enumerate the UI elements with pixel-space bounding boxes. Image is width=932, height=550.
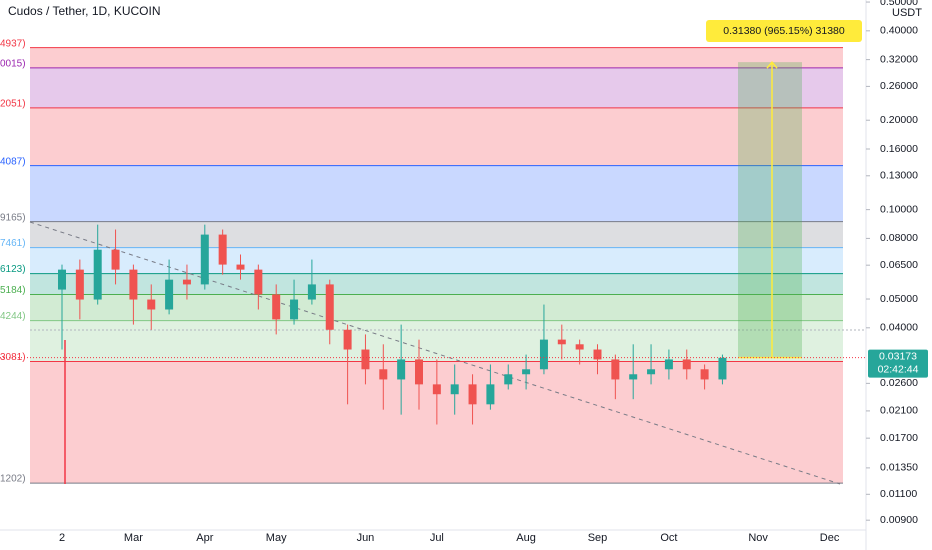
- candles: [58, 224, 727, 425]
- candle-body: [75, 269, 84, 300]
- candle-body: [664, 359, 673, 370]
- candle-body: [718, 357, 727, 380]
- x-tick-label: Mar: [124, 532, 143, 544]
- y-tick-label: 0.26000: [880, 80, 918, 92]
- candle-body: [272, 294, 281, 320]
- candle-body: [522, 369, 531, 375]
- candle-body: [397, 359, 406, 380]
- projection-box: [738, 62, 802, 358]
- candle-body: [325, 284, 334, 330]
- candle-body: [504, 374, 513, 385]
- y-tick-label: 0.02600: [880, 377, 918, 389]
- candle-body: [147, 299, 156, 310]
- fib-label: 4087): [0, 156, 26, 167]
- y-tick-label: 0.10000: [880, 203, 918, 215]
- fib-band: [30, 67, 843, 108]
- candle-body: [361, 349, 370, 370]
- y-tick-label: 0.08000: [880, 232, 918, 244]
- projection-tag: [706, 20, 862, 42]
- y-tick-label: 0.01700: [880, 432, 918, 444]
- fib-band: [30, 320, 843, 362]
- fib-band: [30, 273, 843, 295]
- x-tick-label: Aug: [516, 532, 536, 544]
- y-tick-label: 0.20000: [880, 114, 918, 126]
- candle-body: [682, 359, 691, 370]
- candle-body: [254, 269, 263, 295]
- candle-body: [379, 369, 388, 380]
- x-tick-label: Jul: [430, 532, 444, 544]
- fib-band: [30, 221, 843, 248]
- candle-body: [218, 234, 227, 265]
- fib-band: [30, 47, 843, 68]
- y-tick-label: 0.50000: [880, 0, 918, 8]
- y-tick-label: 0.40000: [880, 25, 918, 37]
- price-tag: [868, 349, 928, 378]
- candle-body: [468, 384, 477, 405]
- fib-label: 4244): [0, 311, 26, 322]
- y-tick-label: 0.32000: [880, 53, 918, 65]
- fib-label: 1202): [0, 474, 26, 485]
- candle-body: [700, 369, 709, 380]
- candle-body: [611, 359, 620, 380]
- arrow-head: [766, 60, 778, 69]
- y-tick-label: 0.01100: [880, 488, 917, 500]
- candle-body: [129, 269, 138, 300]
- projection-label: 0.31380 (965.15%) 31380: [723, 25, 845, 37]
- x-tick-label: Sep: [588, 532, 608, 544]
- price-label: 0.03173: [879, 350, 917, 362]
- x-tick-label: Nov: [748, 532, 768, 544]
- candle-body: [182, 279, 191, 285]
- x-tick-label: Oct: [660, 532, 677, 544]
- candle-body: [593, 349, 602, 360]
- y-tick-label: 0.01350: [880, 462, 918, 474]
- candle-body: [58, 269, 66, 290]
- y-tick-label: 0.04000: [880, 322, 918, 334]
- candle-body: [450, 384, 459, 395]
- y-tick-label: 0.06500: [880, 259, 918, 271]
- fib-label: 9165): [0, 212, 26, 223]
- fib-label: 7461): [0, 238, 26, 249]
- candle-body: [307, 284, 316, 300]
- candle-body: [111, 249, 120, 270]
- fib-label: 2051): [0, 99, 26, 110]
- fib-label: 6123): [0, 264, 26, 275]
- y-tick-label: 0.02100: [880, 405, 918, 417]
- candle-body: [575, 344, 584, 350]
- candle-body: [432, 384, 441, 395]
- countdown: 02:42:44: [878, 363, 919, 375]
- x-tick-label: Dec: [820, 532, 840, 544]
- candle-body: [539, 339, 548, 370]
- candle-body: [236, 264, 245, 270]
- candle-body: [486, 384, 495, 405]
- candle-body: [200, 234, 209, 285]
- fib-label: 0015): [0, 59, 26, 70]
- fib-label: 5184): [0, 285, 26, 296]
- y-tick-label: 0.05000: [880, 293, 918, 305]
- candle-body: [290, 299, 299, 320]
- trend-line: [29, 221, 841, 485]
- y-tick-label: 0.16000: [880, 143, 918, 155]
- fib-band: [30, 165, 843, 222]
- projection: 0.31380 (965.15%) 31380: [706, 20, 862, 359]
- fib-label: 4937): [0, 38, 26, 49]
- x-tick-label: 2: [59, 532, 65, 544]
- candle-body: [165, 279, 174, 310]
- y-tick-label: 0.00900: [880, 514, 918, 526]
- candle-body: [415, 359, 423, 385]
- candle-body: [629, 374, 638, 380]
- candle-body: [647, 369, 656, 375]
- candle-body: [343, 329, 352, 350]
- fib-band: [30, 107, 843, 166]
- candle-body: [557, 339, 566, 345]
- fib-band: [30, 247, 843, 274]
- x-tick-label: May: [266, 532, 287, 544]
- x-tick-label: Jun: [357, 532, 375, 544]
- y-unit: USDT: [892, 7, 922, 19]
- x-tick-label: Apr: [196, 532, 213, 544]
- candle-body: [93, 249, 102, 300]
- chart-title: Cudos / Tether, 1D, KUCOIN: [8, 4, 161, 18]
- y-tick-label: 0.13000: [880, 170, 918, 182]
